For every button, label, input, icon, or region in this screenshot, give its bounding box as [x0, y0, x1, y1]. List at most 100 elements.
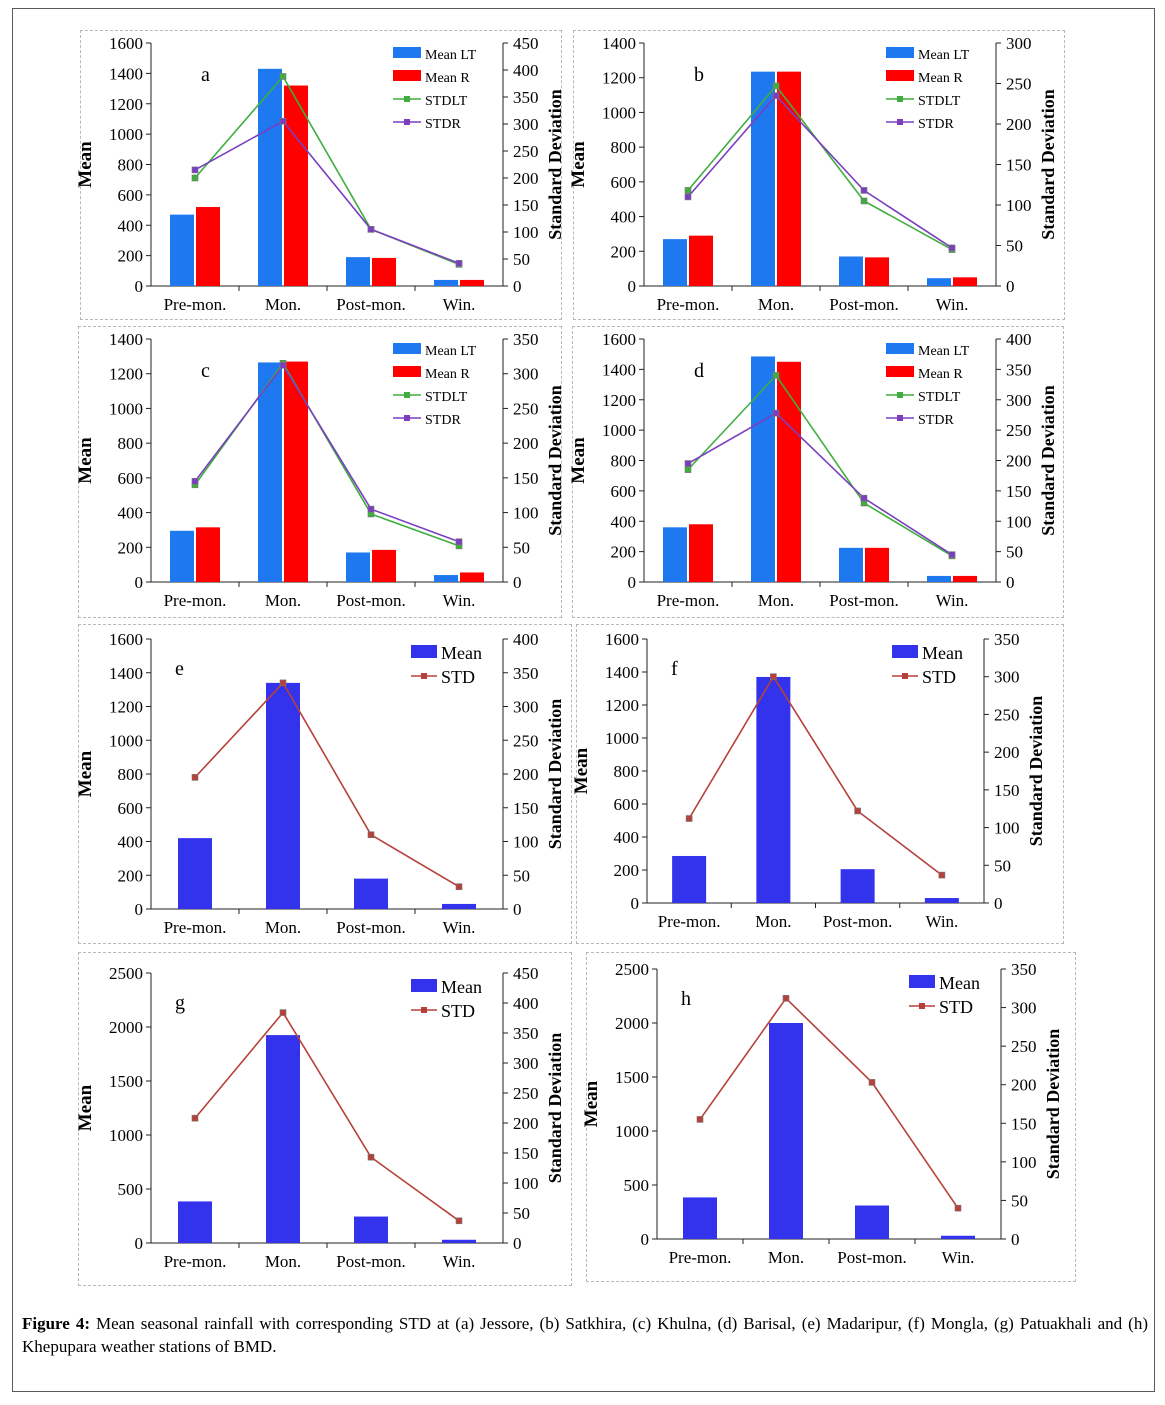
- left-axis-title: Mean: [581, 1080, 602, 1127]
- left-tick-label: 1000: [615, 1122, 649, 1141]
- left-tick-label: 1600: [109, 630, 143, 649]
- point-stdlt: [279, 73, 287, 80]
- bar-mean-r: [196, 527, 220, 582]
- x-tick-label: Post-mon.: [336, 918, 405, 937]
- bar-mean-r: [284, 85, 308, 287]
- right-tick-label: 0: [513, 900, 522, 919]
- left-tick-label: 800: [118, 765, 144, 784]
- right-tick-label: 100: [1006, 512, 1032, 531]
- legend-label: STD: [441, 667, 475, 687]
- x-tick-label: Post-mon.: [823, 912, 892, 931]
- left-tick-label: 400: [614, 828, 640, 847]
- point-stdr: [860, 187, 868, 194]
- right-tick-label: 250: [513, 731, 539, 750]
- bar-mean-lt: [346, 257, 370, 286]
- right-tick-label: 400: [513, 61, 539, 80]
- panel-letter: c: [201, 360, 210, 382]
- x-tick-label: Win.: [936, 591, 969, 610]
- left-tick-label: 200: [611, 543, 637, 562]
- chart-panel-b: 0 200 400 600 800 1000 1200 1400 0 50 100 150 200 250…: [568, 30, 1065, 320]
- legend-marker-stdlt: [897, 96, 903, 102]
- right-tick-label: 200: [1006, 115, 1032, 134]
- right-tick-label: 0: [513, 573, 522, 592]
- left-tick-label: 1400: [109, 664, 143, 683]
- legend-swatch-mean: [909, 975, 935, 988]
- point-stdlt: [860, 197, 868, 205]
- bar-mean-lt: [346, 552, 370, 582]
- legend-swatch-mean-r: [393, 70, 421, 81]
- legend-label: STD: [441, 1001, 475, 1021]
- bar-mean: [672, 855, 707, 903]
- bar-mean-r: [953, 575, 977, 582]
- left-axis-title: Mean: [75, 437, 96, 484]
- x-tick-label: Pre-mon.: [669, 1248, 732, 1267]
- left-tick-label: 1000: [109, 399, 143, 418]
- point-stdr: [191, 166, 199, 174]
- right-tick-label: 50: [1006, 543, 1023, 562]
- right-tick-label: 150: [513, 1144, 539, 1163]
- x-tick-label: Mon.: [265, 295, 301, 314]
- left-tick-label: 200: [118, 866, 144, 885]
- right-tick-label: 0: [513, 277, 522, 296]
- right-tick-label: 350: [513, 1024, 539, 1043]
- legend-label: Mean R: [918, 71, 963, 86]
- right-tick-label: 450: [513, 34, 539, 53]
- bar-mean-lt: [258, 362, 282, 582]
- left-tick-label: 500: [118, 1180, 144, 1199]
- bar-mean: [266, 682, 300, 909]
- left-tick-label: 800: [611, 452, 637, 471]
- x-tick-label: Win.: [936, 295, 969, 314]
- legend-label: STDR: [425, 117, 461, 132]
- legend-label: Mean: [939, 973, 980, 993]
- x-tick-label: Mon.: [755, 912, 791, 931]
- panel-letter: a: [201, 64, 210, 86]
- legend-swatch-mean: [892, 645, 918, 658]
- point-std: [868, 1079, 876, 1086]
- left-axis-title: Mean: [75, 750, 96, 797]
- right-tick-label: 150: [513, 196, 539, 215]
- bar-mean: [840, 869, 875, 903]
- right-tick-label: 300: [1011, 999, 1037, 1018]
- right-tick-label: 250: [1006, 75, 1032, 94]
- right-tick-label: 50: [1006, 237, 1023, 256]
- point-std: [367, 831, 375, 839]
- left-tick-label: 800: [118, 434, 144, 453]
- right-axis-title: Standard Deviation: [1043, 1029, 1063, 1180]
- legend-swatch-mean-lt: [393, 47, 421, 58]
- legend-marker-stdr: [897, 119, 903, 125]
- point-stdr: [367, 226, 375, 233]
- right-tick-label: 400: [1006, 330, 1032, 349]
- left-tick-label: 500: [624, 1176, 650, 1195]
- right-axis-title: Standard Deviation: [1026, 696, 1046, 847]
- left-tick-label: 1400: [109, 330, 143, 349]
- left-tick-label: 800: [611, 138, 637, 157]
- line-stdr: [194, 120, 460, 265]
- right-tick-label: 350: [513, 330, 539, 349]
- legend-marker-std: [919, 1003, 925, 1009]
- bar-mean-r: [196, 207, 220, 286]
- chart-panel-h: 0 500 1000 1500 2000 2500 0 50 100 150 200 250 300 35…: [581, 952, 1076, 1282]
- line-stdr: [687, 412, 953, 556]
- legend-marker-stdlt: [404, 392, 410, 398]
- left-tick-label: 1000: [602, 421, 636, 440]
- right-tick-label: 200: [513, 169, 539, 188]
- x-tick-label: Mon.: [265, 1252, 301, 1271]
- left-tick-label: 1000: [109, 125, 143, 144]
- left-tick-label: 0: [135, 573, 144, 592]
- left-tick-label: 1400: [602, 360, 636, 379]
- legend-swatch-mean-r: [393, 366, 421, 377]
- legend-swatch-mean-lt: [393, 343, 421, 354]
- point-stdlt: [772, 372, 780, 379]
- right-axis-title: Standard Deviation: [545, 1033, 565, 1184]
- bar-mean-r: [689, 524, 713, 582]
- bar-mean-r: [777, 71, 801, 286]
- right-tick-label: 150: [1006, 156, 1032, 175]
- left-tick-label: 0: [135, 1234, 144, 1253]
- left-tick-label: 400: [118, 216, 144, 235]
- legend-swatch-mean-r: [886, 70, 914, 81]
- bar-mean-lt: [434, 575, 458, 582]
- line-stdlt: [687, 374, 953, 557]
- left-tick-label: 600: [118, 799, 144, 818]
